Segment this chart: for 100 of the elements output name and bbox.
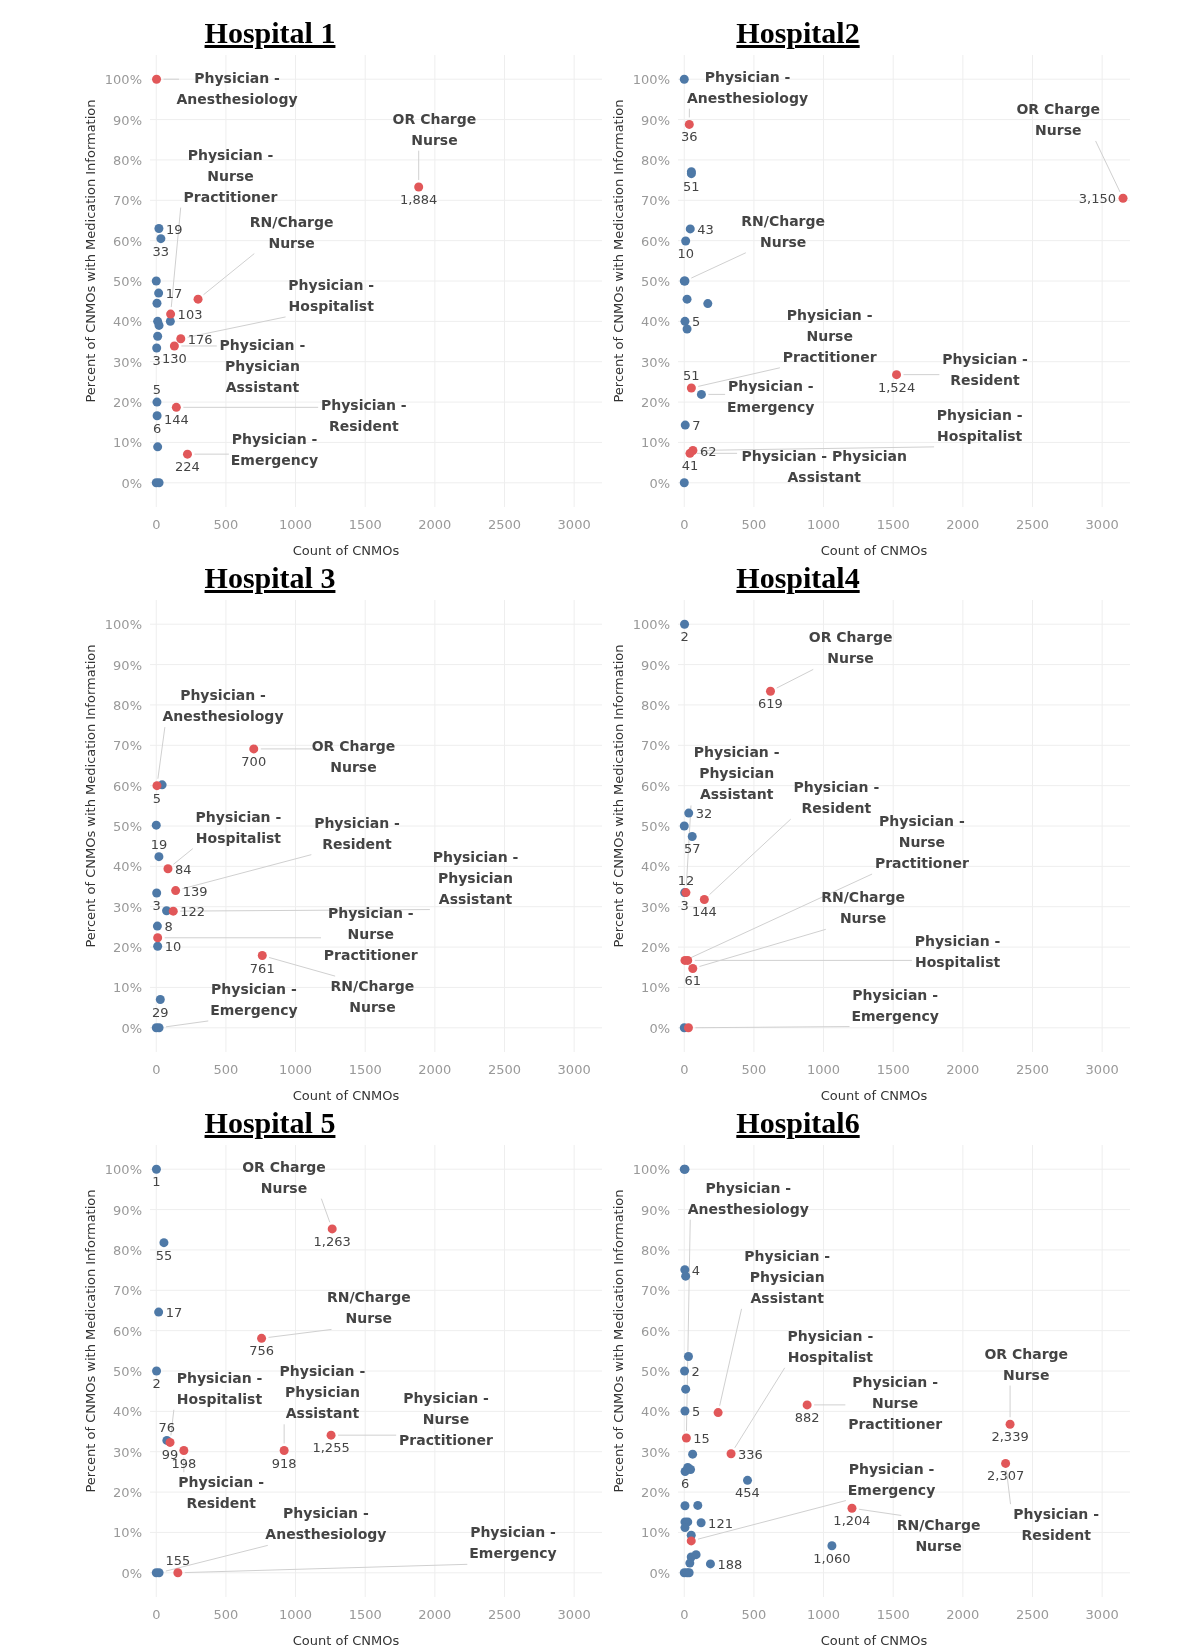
annotation: OR Charge Nurse [311, 737, 396, 775]
x-tick-label: 1000 [807, 1607, 841, 1622]
annotation: 15 [693, 1430, 710, 1446]
x-tick-label: 500 [213, 1062, 239, 1077]
x-tick-label: 0 [152, 1062, 161, 1077]
x-tick-label: 2000 [946, 1062, 980, 1077]
y-tick-label: 40% [641, 1404, 670, 1420]
x-tick-label: 1500 [348, 1062, 382, 1077]
point [414, 182, 424, 192]
y-tick-label: 90% [113, 112, 142, 128]
point [153, 331, 163, 341]
y-axis-title: Percent of CNMOs with Medication Information [83, 99, 98, 403]
y-tick-label: 10% [641, 1525, 670, 1541]
annotation: Physician - Emergency [847, 1460, 936, 1498]
annotation: OR Charge Nurse [1016, 100, 1101, 138]
annotation: 2 [691, 1364, 700, 1379]
annotation: Physician - Physician Assistant [744, 1247, 831, 1306]
point [682, 324, 692, 334]
annotation: 103 [177, 307, 203, 323]
annotation: Physician - Hospitalist [936, 406, 1023, 444]
x-tick-label: 500 [213, 517, 239, 532]
point [154, 224, 164, 234]
chart-title: Hospital 5 [204, 1106, 336, 1139]
point [681, 1384, 691, 1394]
point [153, 442, 163, 452]
point [257, 1333, 267, 1343]
annotation: Physician - Emergency [727, 377, 815, 415]
annotation: 3 [680, 897, 689, 913]
point [743, 1475, 753, 1485]
annotation: 918 [271, 1455, 297, 1471]
annotation: 1,204 [833, 1513, 871, 1529]
x-axis-title: Count of CNMOs [820, 1633, 928, 1648]
annotation: Physician - Hospitalist [195, 808, 282, 846]
point [699, 894, 709, 904]
annotation: Physician - Resident [320, 397, 407, 435]
point [171, 886, 181, 896]
y-tick-label: 90% [641, 657, 670, 673]
point [326, 1430, 336, 1440]
annotation: 12 [677, 872, 695, 888]
annotation: 619 [758, 696, 783, 712]
annotation: Physician - Anesthesiology [162, 687, 284, 725]
x-tick-label: 2500 [487, 517, 522, 532]
y-tick-label: 10% [641, 435, 670, 451]
point [151, 276, 161, 286]
annotation: 57 [683, 841, 701, 857]
annotation: 2 [152, 1376, 161, 1391]
point [1005, 1419, 1015, 1429]
annotation: 756 [249, 1343, 274, 1359]
y-tick-label: 0% [121, 1020, 142, 1036]
x-tick-label: 3000 [557, 1607, 591, 1622]
point [182, 449, 192, 459]
x-tick-label: 1500 [876, 1607, 910, 1622]
annotation: 17 [165, 1305, 183, 1321]
y-tick-label: 0% [649, 1565, 670, 1581]
y-tick-label: 30% [641, 899, 670, 915]
annotation: 5 [691, 314, 701, 330]
annotation: 7 [692, 418, 701, 434]
point [171, 402, 181, 412]
point [327, 1224, 337, 1234]
y-tick-label: 100% [104, 72, 142, 88]
point [176, 334, 186, 344]
annotation: 43 [697, 221, 714, 237]
point [892, 370, 902, 380]
y-tick-label: 10% [113, 435, 142, 451]
x-axis-title: Count of CNMOs [292, 1633, 400, 1648]
chart-title: Hospital 3 [204, 561, 336, 594]
annotation: Physician - Hospitalist [914, 933, 1001, 971]
y-tick-label: 0% [649, 475, 670, 491]
point [1001, 1458, 1011, 1468]
chart-title: Hospital4 [736, 561, 860, 594]
x-tick-label: 3000 [557, 1062, 591, 1077]
y-tick-label: 80% [641, 152, 670, 168]
y-tick-label: 50% [641, 1364, 670, 1379]
point [1118, 193, 1128, 203]
annotation: Physician - Emergency [210, 980, 298, 1018]
y-tick-label: 90% [113, 1202, 142, 1218]
x-tick-label: 2500 [1015, 517, 1050, 532]
annotation: RN/Charge Nurse [741, 212, 826, 250]
y-tick-label: 100% [632, 617, 670, 633]
annotation: 10 [677, 246, 694, 262]
annotation: 1,255 [312, 1440, 350, 1456]
y-tick-label: 40% [113, 859, 142, 875]
point [681, 1271, 691, 1281]
point [683, 1023, 693, 1033]
y-tick-label: 100% [632, 72, 670, 88]
annotation: 882 [794, 1409, 820, 1425]
point [152, 343, 162, 353]
annotation: 62 [699, 443, 717, 459]
annotation: Physician - Physician Assistant [279, 1363, 366, 1422]
y-tick-label: 80% [641, 697, 670, 713]
point [687, 831, 697, 841]
annotation: Physician - Anesthesiology [687, 1179, 809, 1217]
point [686, 1536, 696, 1546]
y-tick-label: 20% [641, 395, 670, 411]
x-tick-label: 0 [680, 1607, 689, 1622]
y-tick-label: 70% [113, 738, 142, 754]
y-tick-label: 80% [113, 152, 142, 168]
annotation: 17 [165, 286, 183, 302]
annotation: RN/Charge Nurse [896, 1517, 981, 1555]
x-tick-label: 2000 [418, 1607, 452, 1622]
